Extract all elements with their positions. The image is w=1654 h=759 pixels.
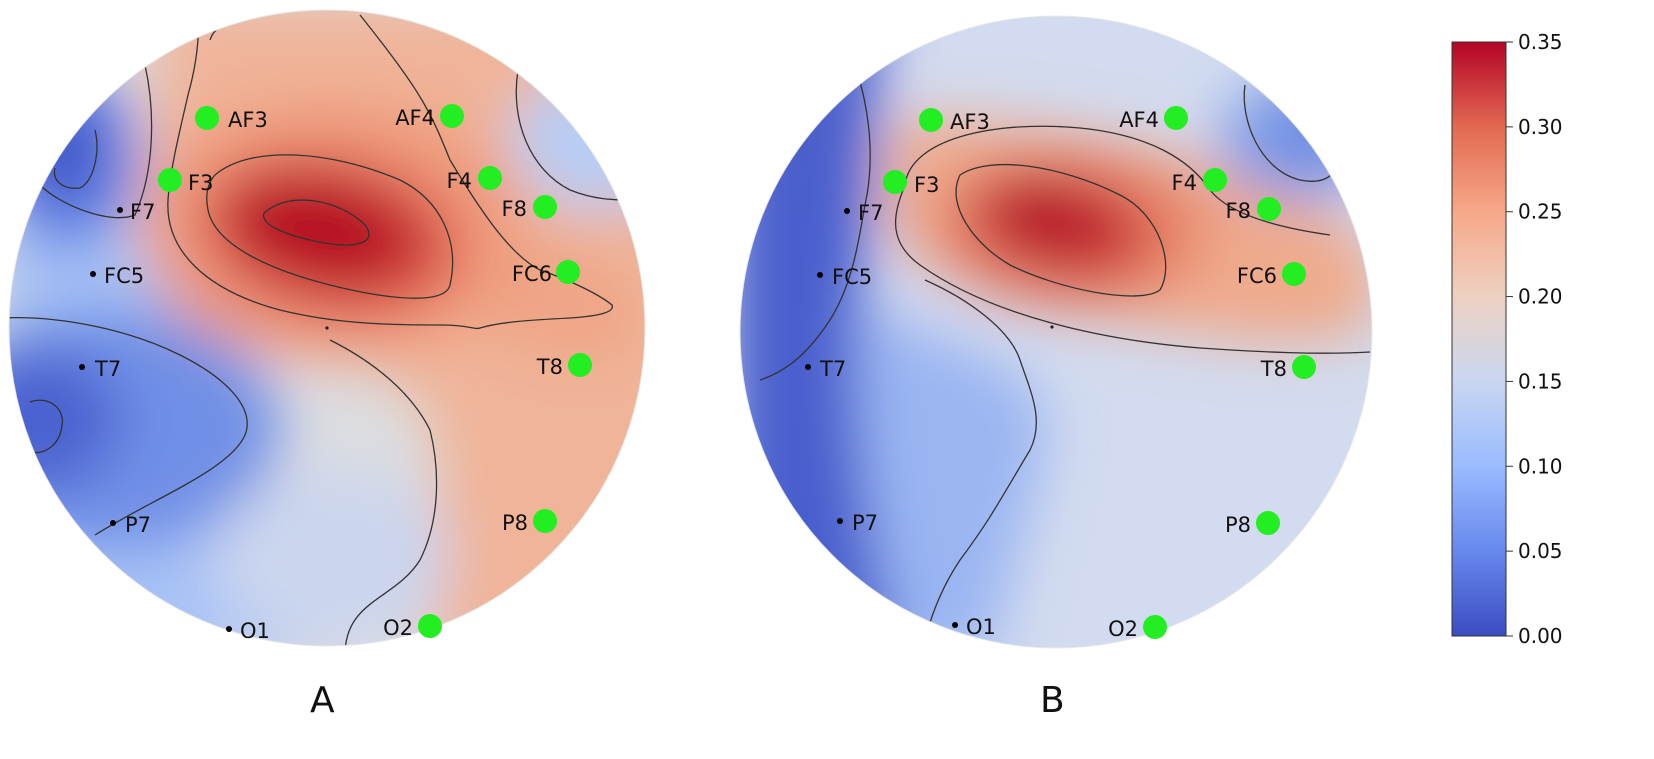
electrode-p8-label-b: P8 [1225,513,1251,537]
electrode-af3-marker-a [195,106,219,130]
electrode-t8-label-a: T8 [536,355,563,379]
electrode-f4-label-a: F4 [447,169,472,193]
electrode-t7-marker-b [805,364,811,370]
colorbar-tick-label: 0.35 [1518,30,1563,54]
electrode-af3-marker-b [919,108,943,132]
colorbar: 0.00 0.05 0.10 0.15 0.20 0.25 0.30 0.35 [1451,30,1563,648]
electrode-af4-marker-b [1164,106,1188,130]
electrode-f4-label-b: F4 [1172,171,1197,195]
electrode-af4-marker-a [440,104,464,128]
electrode-t7-label-a: T7 [94,357,121,381]
electrode-o2-marker-b [1143,615,1167,639]
electrode-f8-marker-a [533,195,557,219]
colorbar-tick-label: 0.05 [1518,539,1563,563]
electrode-p8-label-a: P8 [502,511,528,535]
electrode-t7-label-b: T7 [819,357,846,381]
electrode-f3-label-b: F3 [914,173,939,197]
electrode-layer-a: AF3 AF4 F7 F3 F4 F8 FC5 FC6 T7 T8 P7 P8 O1 O2 [79,104,592,643]
electrode-layer-b: AF3 AF4 F7 F3 F4 F8 FC5 FC6 T7 T8 P7 P8 O1 O2 [805,106,1316,641]
electrode-p7-marker-a [110,520,116,526]
electrode-fc6-label-b: FC6 [1237,264,1277,288]
electrode-f8-marker-b [1257,197,1281,221]
colorbar-tick-label: 0.00 [1518,624,1563,648]
electrode-o1-marker-a [226,626,232,632]
colorbar-ticks: 0.00 0.05 0.10 0.15 0.20 0.25 0.30 0.35 [1506,30,1563,648]
electrode-t8-label-b: T8 [1260,357,1287,381]
topomap-b-contours [759,64,1371,641]
electrode-p8-marker-b [1256,511,1280,535]
electrode-fc6-marker-a [556,260,580,284]
electrode-o1-label-a: O1 [240,619,270,643]
topomap-panel-b [739,15,1373,649]
electrode-o1-label-b: O1 [966,615,996,639]
electrode-f3-label-a: F3 [188,171,213,195]
electrode-o1-marker-b [952,622,958,628]
electrode-f4-marker-b [1203,168,1227,192]
electrode-p7-label-b: P7 [852,511,878,535]
electrode-f7-label-a: F7 [130,200,155,224]
electrode-f8-label-a: F8 [502,197,527,221]
panel-label-a: A [310,680,335,721]
colorbar-gradient [1451,41,1507,637]
topomap-panel-a [8,9,646,647]
electrode-fc6-label-a: FC6 [512,262,552,286]
electrode-t7-marker-a [79,364,85,370]
colorbar-tick-label: 0.20 [1518,285,1563,309]
topomap-b-field [740,16,1372,648]
electrode-f7-label-b: F7 [858,201,883,225]
electrode-fc5-label-b: FC5 [832,265,872,289]
electrode-af3-label-b: AF3 [950,110,990,134]
colorbar-tick-label: 0.15 [1518,369,1563,393]
electrode-f4-marker-a [478,166,502,190]
electrode-fc5-marker-a [90,271,96,277]
electrode-fc5-marker-b [817,272,823,278]
electrode-p8-marker-a [533,509,557,533]
electrode-t8-marker-a [568,353,592,377]
colorbar-tick-label: 0.10 [1518,454,1563,478]
electrode-fc6-marker-b [1282,262,1306,286]
colorbar-tick-label: 0.30 [1518,115,1563,139]
electrode-f8-label-b: F8 [1226,199,1251,223]
electrode-o2-marker-a [418,614,442,638]
electrode-f7-marker-a [117,207,123,213]
electrode-af4-label-a: AF4 [395,106,435,130]
electrode-t8-marker-b [1292,355,1316,379]
panel-label-b: B [1040,680,1065,721]
electrode-f3-marker-b [883,170,907,194]
electrode-f3-marker-a [158,168,182,192]
electrode-f7-marker-b [844,208,850,214]
electrode-fc5-label-a: FC5 [104,264,144,288]
electrode-af3-label-a: AF3 [228,108,268,132]
electrode-af4-label-b: AF4 [1119,108,1159,132]
electrode-o2-label-a: O2 [383,616,413,640]
electrode-o2-label-b: O2 [1108,617,1138,641]
electrode-p7-marker-b [837,518,843,524]
electrode-p7-label-a: P7 [125,513,151,537]
colorbar-tick-label: 0.25 [1518,200,1563,224]
topomap-a-field [9,10,645,646]
